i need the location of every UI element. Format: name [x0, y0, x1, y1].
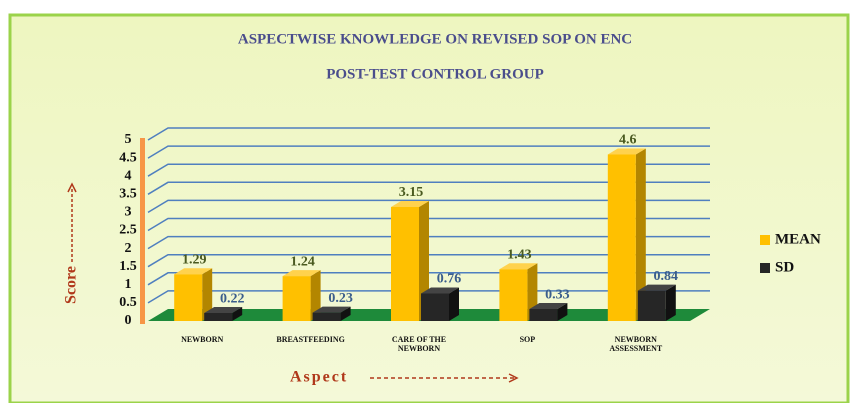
bar-side: [665, 284, 676, 321]
bar-front: [174, 274, 203, 321]
bar: [421, 287, 459, 321]
data-label: 0.76: [437, 272, 462, 287]
y-tick-label: 0.5: [119, 295, 137, 310]
x-axis-arrowhead: [508, 373, 519, 383]
bar-side: [449, 287, 459, 321]
bar-front: [204, 313, 233, 321]
grid-line: [147, 145, 710, 159]
data-label: 0.23: [328, 291, 353, 306]
data-label: 4.6: [619, 133, 637, 148]
grid-line: [147, 181, 710, 195]
bar-top: [174, 268, 213, 275]
grid-line: [147, 217, 710, 232]
bar-top: [282, 270, 321, 277]
legend-swatch: [760, 235, 770, 245]
x-tick-label: NEWBORN: [181, 335, 224, 344]
data-label: 0.33: [545, 287, 570, 302]
bar-top: [637, 284, 676, 291]
legend-label: SD: [775, 259, 794, 275]
bar-side: [557, 303, 568, 321]
grid-line: [147, 127, 710, 141]
x-tick-label: NEWBORN ASSESSMENT: [609, 335, 663, 353]
y-tick-label: 0: [125, 313, 132, 328]
y-tick-label: 2.5: [119, 223, 137, 238]
y-tick-label: 1: [125, 277, 132, 292]
bar-front: [637, 290, 666, 321]
grid-line: [147, 235, 710, 250]
y-tick-label: 4.5: [119, 150, 137, 165]
bar-side: [340, 306, 351, 321]
bar-front: [421, 293, 449, 321]
bar-front: [391, 206, 419, 321]
bar-side: [202, 268, 213, 321]
bar-top: [421, 287, 459, 294]
bar-top: [607, 148, 646, 155]
chart-title: ASPECTWISE KNOWLEDGE ON REVISED SOP ON E…: [238, 31, 632, 47]
bar-front: [499, 269, 528, 321]
bar-top: [204, 307, 243, 314]
bar-front: [607, 154, 636, 321]
bar: [204, 307, 243, 321]
y-tick-label: 4: [125, 168, 132, 183]
chart-subtitle: POST-TEST CONTROL GROUP: [326, 66, 544, 82]
bar-side: [232, 307, 243, 321]
x-axis-label: Aspect: [290, 369, 348, 386]
bar-front: [312, 312, 341, 321]
data-label: 1.29: [182, 253, 207, 268]
y-tick-label: 1.5: [119, 259, 137, 274]
data-label: 0.22: [220, 291, 245, 306]
bar-front: [282, 276, 311, 321]
y-tick-label: 2: [125, 241, 132, 256]
bar-top: [312, 306, 351, 313]
bar-front: [529, 309, 558, 321]
bar: [529, 303, 568, 321]
x-tick-label: SOP: [519, 335, 536, 344]
grid-line: [147, 253, 710, 268]
bar: [282, 270, 321, 321]
data-label: 0.84: [654, 269, 679, 284]
y-tick-label: 5: [125, 132, 132, 147]
bar: [312, 306, 351, 321]
y-axis: [140, 138, 145, 324]
bar-side: [310, 270, 321, 321]
x-tick-label: CARE OF THE NEWBORN: [391, 335, 447, 353]
bar: [174, 268, 213, 321]
bar-top: [499, 263, 538, 270]
grid-line: [147, 199, 710, 214]
y-tick-label: 3.5: [119, 187, 137, 202]
data-label: 1.24: [290, 254, 315, 269]
data-label: 1.43: [507, 247, 532, 262]
legend-label: MEAN: [775, 231, 821, 247]
bar-top: [529, 303, 568, 310]
data-label: 3.15: [399, 185, 424, 200]
y-axis-label: Score: [63, 266, 80, 304]
y-tick-label: 3: [125, 205, 132, 220]
legend-swatch: [760, 263, 770, 273]
bar-side: [635, 148, 646, 321]
grid-line: [147, 163, 710, 177]
y-axis-arrowhead: [67, 182, 77, 193]
bar: [637, 284, 676, 321]
x-tick-label: BREASTFEEDING: [276, 335, 345, 344]
bar-top: [391, 200, 429, 207]
bar: [607, 148, 646, 321]
